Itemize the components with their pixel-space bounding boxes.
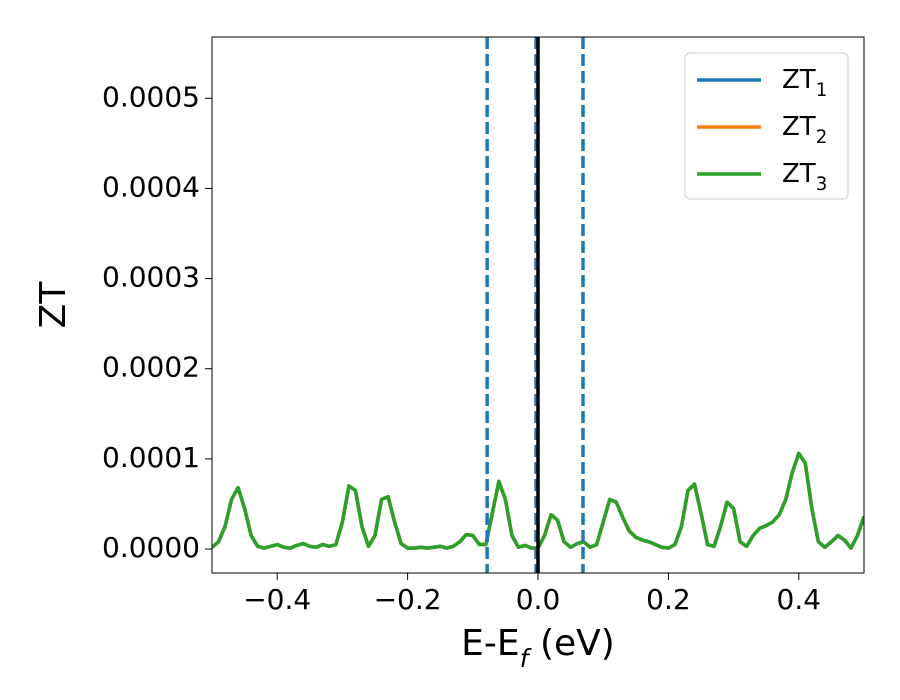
- x-tick-label: 0.4: [777, 583, 822, 616]
- legend-label: ZT3: [782, 159, 827, 195]
- x-axis-label: E-Ef (eV): [461, 623, 615, 673]
- x-tick-label: 0.2: [646, 583, 691, 616]
- legend-label: ZT2: [782, 112, 827, 148]
- x-tick-label: 0.0: [516, 583, 561, 616]
- y-tick-label: 0.0001: [102, 441, 200, 474]
- plot-area: [212, 37, 864, 573]
- y-tick-label: 0.0000: [102, 531, 200, 564]
- y-tick-label: 0.0003: [102, 261, 200, 294]
- y-tick-label: 0.0005: [102, 80, 200, 113]
- y-tick-label: 0.0004: [102, 170, 200, 203]
- y-axis-label: ZT: [33, 281, 74, 329]
- x-tick-label: −0.4: [243, 583, 311, 616]
- y-tick-label: 0.0002: [102, 351, 200, 384]
- legend-box: [684, 52, 849, 200]
- legend-label: ZT1: [782, 65, 827, 101]
- x-tick-label: −0.2: [374, 583, 442, 616]
